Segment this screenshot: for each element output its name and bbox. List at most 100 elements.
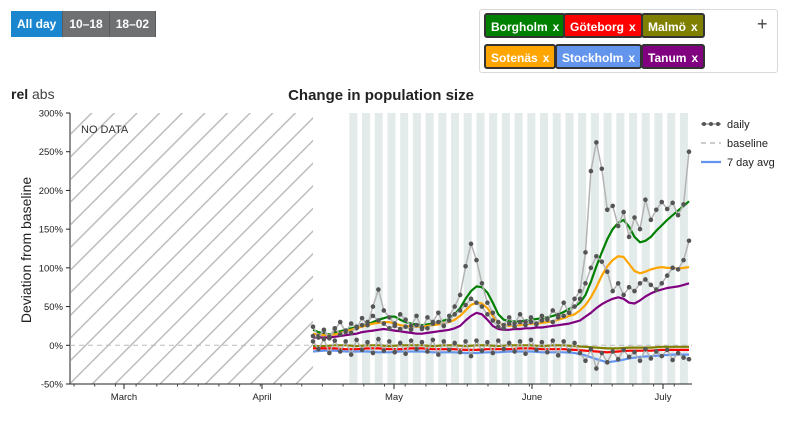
daily-series-line — [312, 240, 690, 339]
daily-point — [566, 310, 572, 316]
daily-point — [681, 355, 686, 360]
time-filter-all-day[interactable]: All day — [11, 11, 64, 37]
daily-point — [637, 358, 643, 364]
daily-point — [419, 339, 425, 345]
mode-relative-button[interactable]: rel — [11, 86, 29, 102]
daily-point — [495, 324, 501, 330]
weekend-band — [679, 113, 688, 384]
daily-point — [512, 321, 517, 326]
legend-daily-dot — [709, 122, 713, 126]
daily-point — [534, 321, 539, 326]
daily-point — [501, 325, 507, 331]
daily-point — [408, 338, 414, 343]
location-tag-list: Borgholm x Göteborg x Malmö x Sotenäs x Stoc… — [479, 9, 778, 73]
daily-point — [615, 223, 621, 229]
daily-point — [403, 351, 408, 357]
daily-point — [463, 264, 468, 269]
weekend-band — [654, 113, 663, 384]
daily-point — [381, 321, 387, 326]
daily-point — [583, 358, 588, 364]
location-tag-stockholm[interactable]: Stockholm x — [555, 44, 643, 69]
daily-point — [588, 346, 594, 352]
daily-point — [490, 350, 496, 356]
time-filter-10-18[interactable]: 10–18 — [63, 11, 110, 37]
daily-point — [316, 335, 321, 340]
add-location-icon[interactable]: + — [757, 14, 768, 34]
daily-point — [670, 265, 675, 271]
x-tick-label: June — [522, 392, 543, 403]
time-filter-18-02[interactable]: 18–02 — [109, 11, 157, 37]
daily-point — [610, 349, 616, 354]
daily-point — [506, 321, 512, 326]
daily-point — [621, 292, 626, 298]
daily-point — [446, 313, 452, 319]
location-tag-tanum[interactable]: Tanum x — [641, 44, 706, 69]
daily-point — [425, 315, 430, 320]
daily-point — [615, 281, 621, 286]
time-range-selector: All day 10–18 18–02 — [11, 11, 157, 37]
daily-point — [430, 321, 436, 326]
daily-point — [419, 326, 425, 332]
daily-point — [555, 312, 561, 318]
tag-remove-icon[interactable]: x — [691, 20, 698, 34]
daily-point — [659, 353, 665, 359]
tag-remove-icon[interactable]: x — [691, 51, 699, 65]
weekend-band — [641, 113, 650, 384]
daily-point — [512, 324, 517, 330]
daily-point — [474, 257, 479, 263]
daily-point — [615, 356, 621, 362]
daily-point — [485, 300, 490, 306]
location-tag-malmo[interactable]: Malmö x — [641, 13, 705, 38]
daily-point — [583, 281, 588, 286]
weekend-band — [603, 113, 612, 384]
y-tick-label: 250% — [39, 147, 64, 158]
daily-point — [599, 259, 605, 264]
daily-point — [604, 360, 610, 365]
daily-point — [343, 328, 348, 333]
daily-point — [588, 265, 594, 271]
no-data-label: NO DATA — [81, 124, 129, 136]
tag-remove-icon[interactable]: x — [542, 51, 550, 65]
daily-point — [561, 313, 566, 319]
daily-point — [359, 315, 365, 321]
daily-point — [485, 339, 490, 345]
y-axis-label: Deviation from baseline — [18, 177, 34, 324]
daily-point — [321, 336, 327, 342]
tag-label: Sotenäs — [491, 51, 538, 65]
tag-remove-icon[interactable]: x — [552, 20, 560, 34]
daily-point — [414, 313, 419, 319]
weekend-band — [565, 113, 574, 384]
daily-point — [359, 347, 365, 353]
location-tag-goteborg[interactable]: Göteborg x — [563, 13, 643, 38]
x-tick-label: May — [385, 392, 403, 403]
daily-point — [332, 327, 338, 333]
y-tick-label: 150% — [39, 225, 64, 236]
tag-remove-icon[interactable]: x — [628, 51, 636, 65]
chart-title: Change in population size — [288, 87, 474, 104]
daily-point — [517, 339, 523, 344]
mode-absolute-button[interactable]: abs — [32, 86, 55, 102]
tag-remove-icon[interactable]: x — [629, 20, 636, 34]
daily-point — [376, 287, 381, 292]
daily-point — [479, 348, 485, 354]
daily-point — [397, 312, 403, 317]
daily-point — [441, 323, 447, 329]
daily-point — [659, 199, 665, 205]
location-tag-sotenas[interactable]: Sotenäs x — [484, 44, 557, 69]
daily-point — [604, 269, 610, 275]
daily-point — [545, 349, 550, 355]
daily-point — [626, 284, 632, 290]
mode-toggle: rel abs — [11, 86, 55, 102]
weekend-band — [590, 113, 599, 384]
daily-point — [572, 340, 577, 346]
weekend-band — [578, 113, 587, 384]
y-tick-label: 50% — [44, 302, 64, 313]
daily-point — [545, 316, 550, 322]
location-tag-borgholm[interactable]: Borgholm x — [484, 13, 567, 38]
daily-point — [555, 353, 561, 358]
daily-point — [539, 339, 545, 345]
daily-point — [463, 302, 468, 308]
weekend-band — [476, 113, 485, 384]
daily-point — [681, 257, 686, 263]
daily-point — [430, 337, 436, 343]
